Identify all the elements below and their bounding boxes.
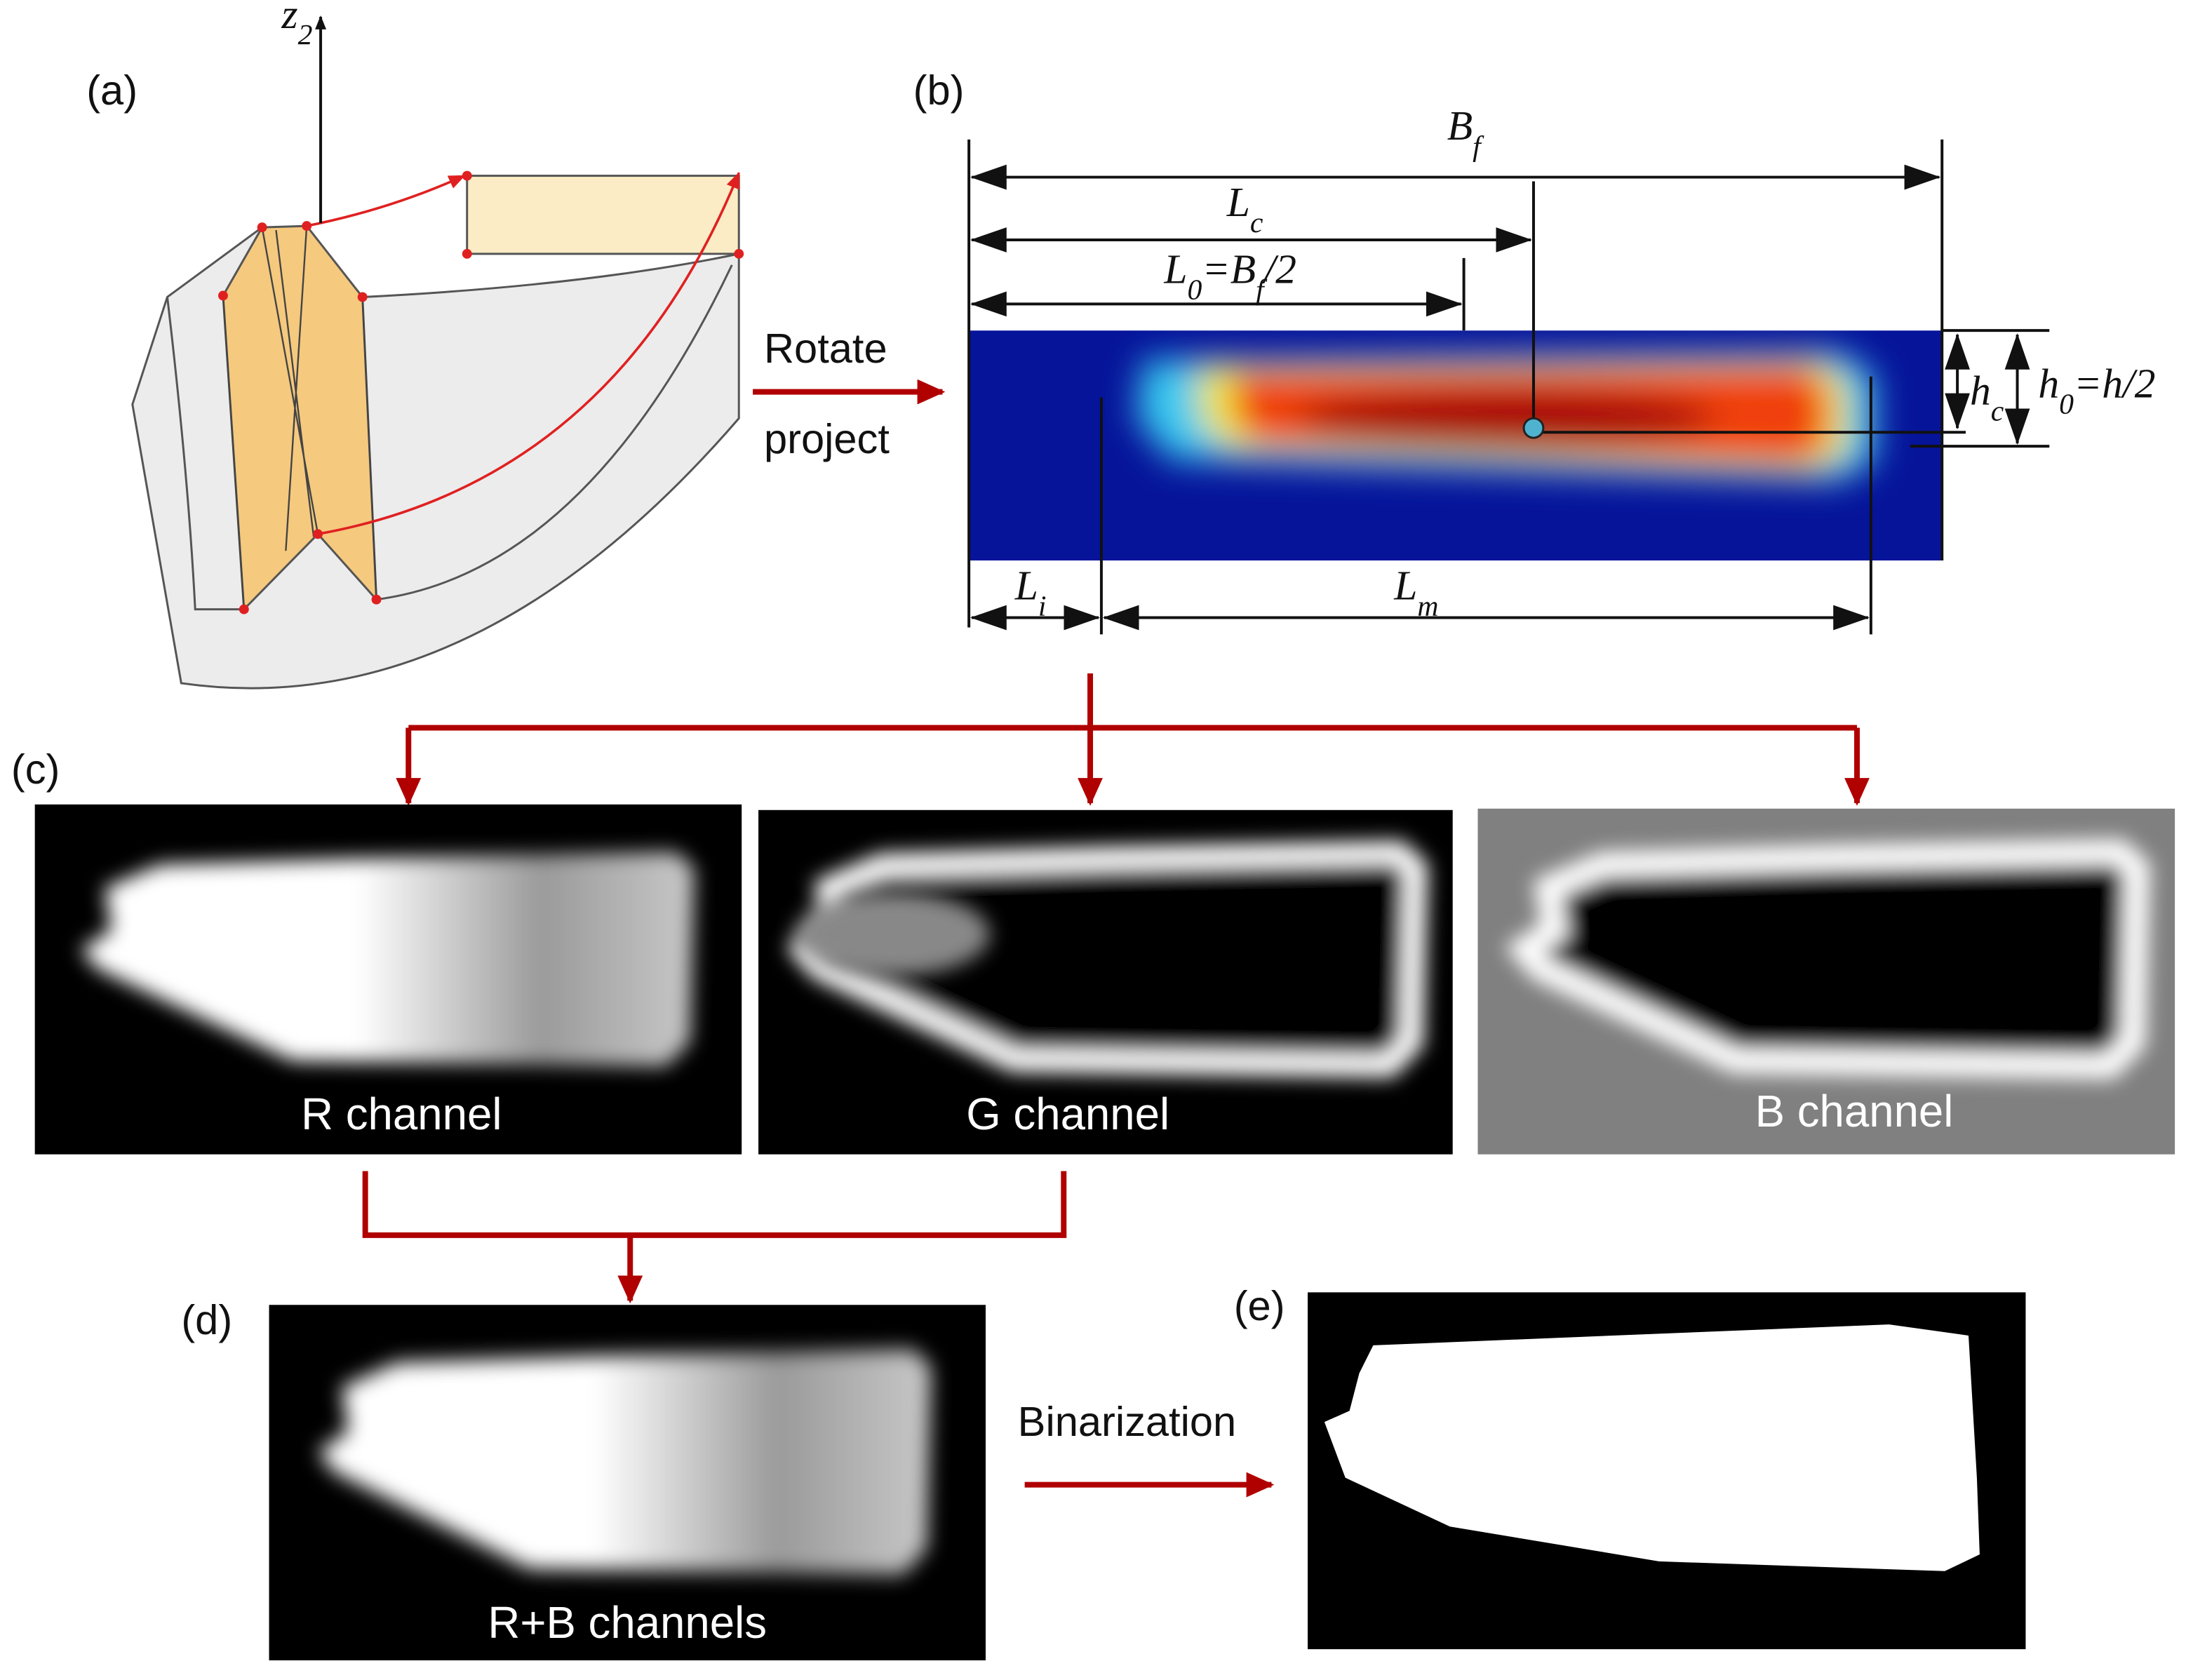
label-part: L bbox=[1393, 563, 1417, 609]
label-part: m bbox=[1417, 591, 1438, 623]
arrow-label: Binarization bbox=[1018, 1398, 1236, 1445]
shape bbox=[317, 171, 740, 536]
panel-label: (a) bbox=[86, 67, 138, 114]
shape bbox=[257, 222, 267, 233]
label-part: c bbox=[1250, 207, 1263, 239]
g-channel-image bbox=[758, 809, 1453, 1155]
gear-segment bbox=[131, 15, 744, 690]
r-channel-image bbox=[34, 804, 742, 1155]
shape bbox=[462, 248, 472, 259]
shape bbox=[302, 221, 312, 231]
shape bbox=[222, 226, 377, 610]
b-channel-image bbox=[1477, 808, 2175, 1155]
dimension-label: Bf bbox=[1447, 102, 1484, 163]
label-part: f bbox=[1473, 130, 1484, 163]
label-part: 0 bbox=[2059, 389, 2074, 421]
channel-label: B channel bbox=[1755, 1087, 1954, 1136]
shape bbox=[967, 139, 2050, 635]
label-part: z bbox=[281, 0, 297, 37]
shape bbox=[734, 248, 744, 259]
dimension-label: hc bbox=[1970, 367, 2004, 427]
label-part: L bbox=[1014, 563, 1038, 609]
shape bbox=[218, 170, 744, 614]
panel-label: (e) bbox=[1234, 1282, 1285, 1329]
dimension-label: L0=Bf/2 bbox=[1163, 246, 1296, 307]
channel-label: R+B channels bbox=[488, 1598, 767, 1648]
label-part: L bbox=[1226, 179, 1250, 225]
label-part: 2 bbox=[298, 19, 313, 51]
dimension-label: h0=h/2 bbox=[2038, 361, 2155, 421]
shape bbox=[239, 604, 249, 614]
label-part: /2 bbox=[1262, 246, 1296, 293]
label-part: h bbox=[2038, 361, 2059, 407]
label-part: =h/2 bbox=[2074, 361, 2155, 407]
flow-arrows bbox=[362, 673, 1870, 1498]
shape bbox=[1136, 351, 1875, 481]
label-part: i bbox=[1038, 591, 1047, 623]
label-part: 0 bbox=[1188, 274, 1202, 307]
shape bbox=[1522, 417, 1545, 439]
arrow-label: Rotate bbox=[764, 325, 887, 372]
shape bbox=[376, 264, 733, 601]
label-part: B bbox=[1447, 102, 1473, 149]
shape bbox=[1296, 387, 1715, 450]
rb-channel-image bbox=[269, 1305, 986, 1660]
channel-label: R channel bbox=[301, 1089, 502, 1139]
label-part: c bbox=[1991, 395, 2004, 427]
shape bbox=[466, 175, 740, 255]
dimension-label: Li bbox=[1014, 563, 1047, 623]
shape bbox=[166, 297, 244, 611]
arrow-label: project bbox=[764, 415, 890, 462]
shape bbox=[371, 594, 382, 605]
shape bbox=[1324, 1324, 1980, 1571]
shape bbox=[408, 673, 1858, 731]
channel-label: G channel bbox=[966, 1089, 1169, 1139]
dimension-lines bbox=[967, 139, 2050, 635]
dimension-label: Lc bbox=[1226, 179, 1263, 239]
label-part: =B bbox=[1202, 246, 1256, 293]
shape bbox=[313, 529, 323, 539]
heat-map bbox=[969, 330, 1943, 561]
shape bbox=[794, 892, 990, 976]
label-part: h bbox=[1970, 367, 1991, 413]
shape bbox=[362, 1171, 1067, 1238]
shape bbox=[462, 170, 472, 181]
label-part: L bbox=[1163, 246, 1187, 293]
shape bbox=[357, 292, 368, 302]
panel-label: (b) bbox=[913, 67, 965, 114]
binary-image bbox=[1308, 1292, 2026, 1650]
axis-label: z2 bbox=[281, 0, 312, 51]
dimension-label: Lm bbox=[1393, 563, 1438, 623]
panel-label: (d) bbox=[181, 1296, 232, 1343]
panel-label: (c) bbox=[11, 746, 60, 793]
shape bbox=[218, 290, 228, 301]
shape bbox=[306, 174, 466, 227]
